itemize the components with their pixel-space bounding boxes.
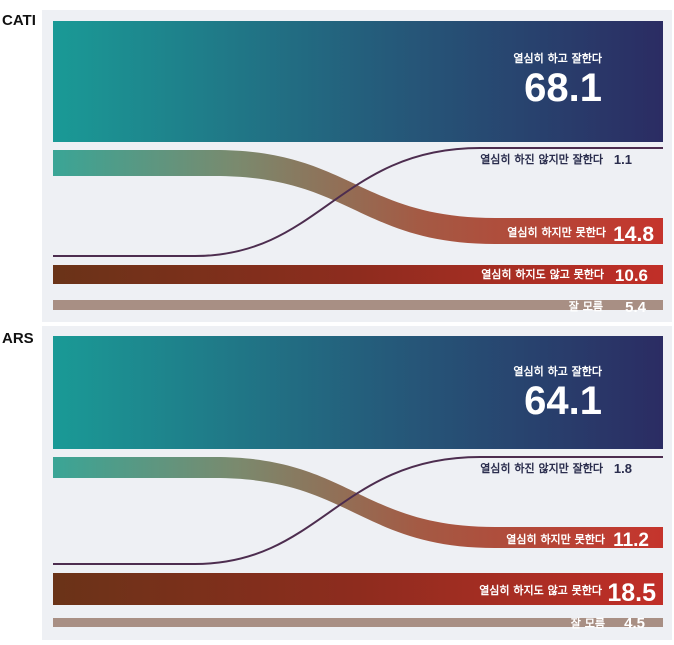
label-cati-good: 열심히 하고 잘한다 <box>513 51 602 65</box>
line-cati-lazy-good <box>53 147 663 257</box>
label-cati-effort-bad: 열심히 하지만 못한다 <box>507 225 607 239</box>
label-ars-good: 열심히 하고 잘한다 <box>513 364 602 378</box>
panel-title-ars: ARS <box>2 330 34 347</box>
label-cati-lazy-bad: 열심히 하지도 않고 못한다 <box>481 267 605 281</box>
label-ars-lazy-bad: 열심히 하지도 않고 못한다 <box>479 583 603 597</box>
bar-cati-unknown <box>53 300 663 310</box>
value-cati-effort-bad: 14.8 <box>613 223 654 246</box>
value-cati-lazy-good: 1.1 <box>614 152 632 167</box>
label-cati-lazy-good: 열심히 하진 않지만 잘한다 <box>480 152 604 166</box>
value-ars-good: 64.1 <box>524 379 602 423</box>
value-ars-effort-bad: 11.2 <box>613 530 649 551</box>
bar-ars-lazy-bad <box>53 573 663 605</box>
value-ars-unknown: 4.5 <box>624 615 645 632</box>
bar-ars-good <box>53 336 663 449</box>
bar-cati-lazy-bad <box>53 265 663 284</box>
panel-title-cati: CATI <box>2 12 36 29</box>
bar-ars-unknown <box>53 618 663 627</box>
value-ars-lazy-bad: 18.5 <box>607 579 656 607</box>
flow-cati-effort-bad <box>53 150 663 244</box>
label-cati-unknown: 잘 모름 <box>569 300 603 313</box>
label-ars-unknown: 잘 모름 <box>571 617 605 630</box>
bar-cati-good <box>53 21 663 142</box>
value-cati-unknown: 5.4 <box>625 299 647 316</box>
value-cati-good: 68.1 <box>524 66 602 110</box>
value-cati-lazy-bad: 10.6 <box>615 266 648 285</box>
line-ars-lazy-good <box>53 456 663 565</box>
label-ars-effort-bad: 열심히 하지만 못한다 <box>506 532 606 546</box>
label-ars-lazy-good: 열심히 하진 않지만 잘한다 <box>480 461 604 475</box>
flow-ars-effort-bad <box>53 457 663 548</box>
value-ars-lazy-good: 1.8 <box>614 461 632 476</box>
